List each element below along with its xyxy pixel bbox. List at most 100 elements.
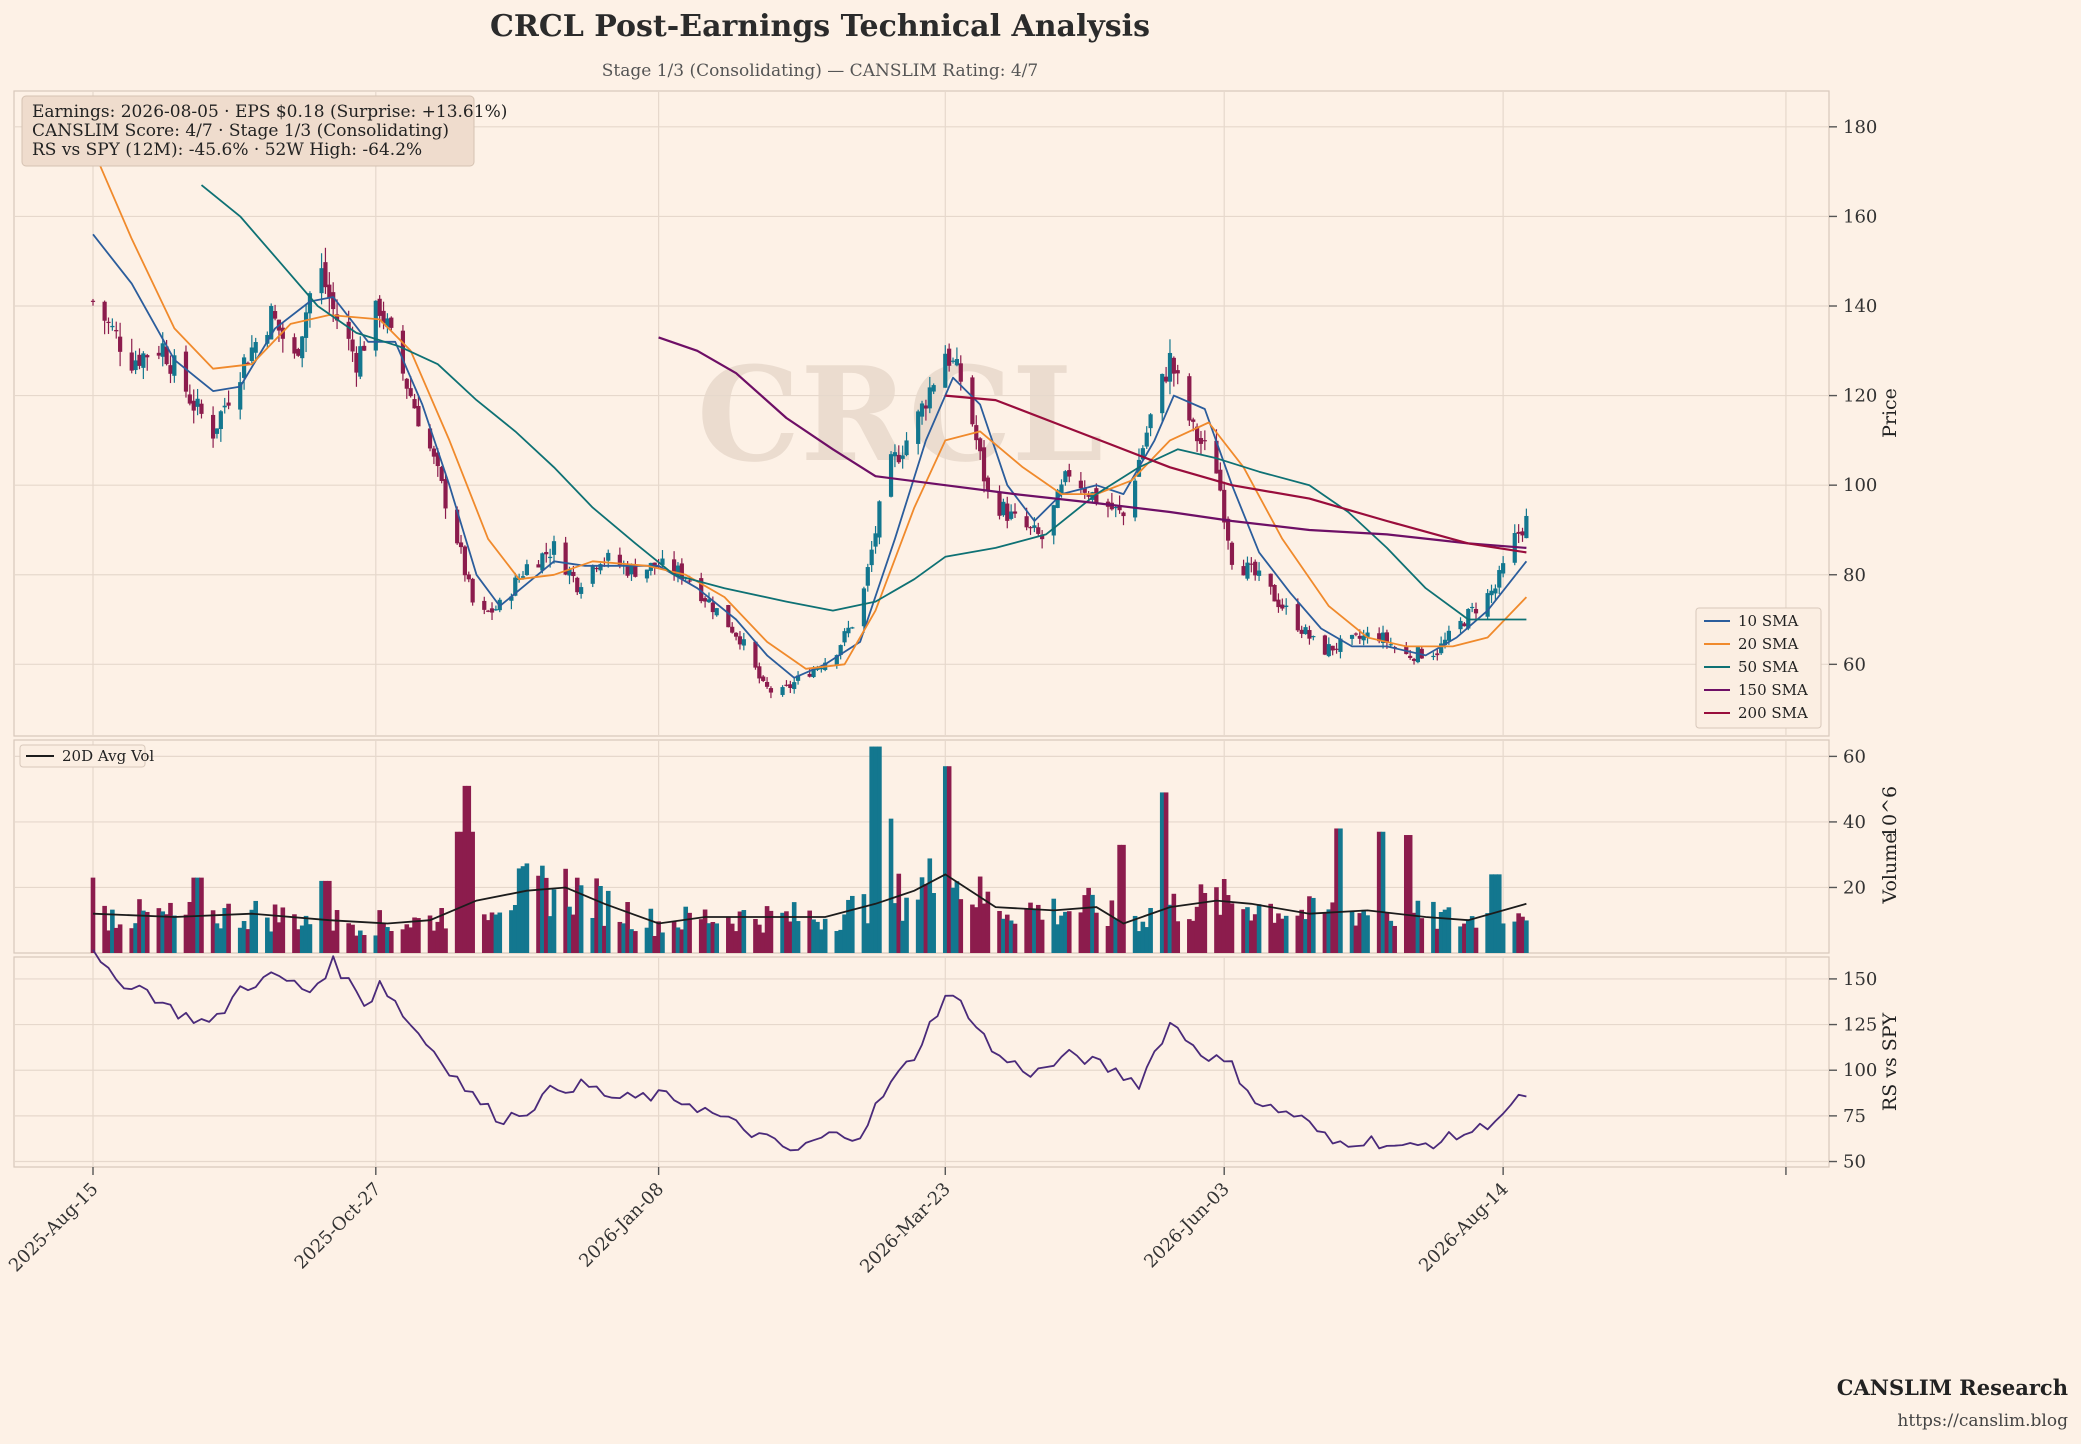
volume-bar	[303, 915, 309, 953]
volume-bar	[1411, 912, 1417, 953]
candle-body	[331, 292, 336, 310]
footer-brand: CANSLIM Research	[1837, 1375, 2068, 1400]
candle-body	[334, 314, 340, 321]
candle-body	[1446, 630, 1451, 641]
volume-bar	[973, 907, 979, 953]
candle-body	[199, 403, 204, 414]
volume-bar	[710, 922, 716, 953]
volume-bar	[1311, 897, 1316, 953]
sma-legend-label: 150 SMA	[1738, 681, 1808, 699]
candle-body	[1365, 632, 1370, 638]
volume-bar	[1500, 923, 1506, 953]
candle-body	[482, 600, 487, 610]
volume-bar	[1121, 844, 1126, 953]
candle-body	[489, 608, 495, 613]
candle-body	[1241, 566, 1246, 576]
candle-body	[145, 355, 150, 358]
sma-legend-label: 50 SMA	[1738, 658, 1798, 676]
volume-bar	[1008, 920, 1014, 953]
volume-bar	[1438, 911, 1444, 953]
candle-body	[493, 609, 498, 611]
candle-body	[1458, 620, 1463, 630]
candle-body	[1163, 376, 1169, 382]
volume-bar	[1109, 900, 1115, 953]
candle-body	[780, 687, 785, 695]
volume-bar	[1194, 906, 1200, 953]
volume-bar	[780, 912, 785, 953]
volume-bar	[551, 889, 557, 953]
candle-body	[513, 577, 518, 596]
candle-body	[319, 268, 324, 294]
candle-body	[1040, 534, 1045, 540]
candle-body	[509, 596, 514, 601]
candle-body	[1140, 448, 1145, 460]
volume-bar	[1132, 915, 1138, 953]
candle-body	[1524, 515, 1529, 539]
volume-bar	[702, 909, 708, 953]
candle-body	[590, 565, 595, 584]
volume-bar	[997, 910, 1002, 953]
volume-bar	[950, 887, 956, 953]
volume-bar	[1241, 909, 1246, 953]
candle-body	[877, 501, 882, 538]
candle-body	[458, 542, 464, 548]
volume-bar	[540, 865, 545, 953]
volume-bar	[1012, 923, 1018, 953]
volume-bar	[590, 917, 596, 953]
candle-body	[815, 667, 820, 670]
volume-bar	[1338, 828, 1343, 953]
sma-line-150-sma	[658, 336, 1527, 549]
volume-bar	[214, 923, 220, 953]
candle-body	[1167, 352, 1173, 382]
volume-bar	[1419, 918, 1425, 953]
volume-bar	[958, 899, 964, 953]
volume-bar	[1225, 895, 1231, 953]
avg-volume-line	[92, 873, 1527, 925]
volume-bar	[245, 929, 251, 953]
volume-bar	[1334, 828, 1339, 953]
candle-body	[784, 684, 789, 686]
candle-body	[1408, 655, 1413, 658]
candle-body	[1497, 570, 1502, 588]
volume-bar	[388, 930, 394, 953]
volume-bar	[354, 935, 359, 953]
candle-body	[1028, 527, 1033, 529]
volume-y-ticks: 20 40 60	[1829, 746, 1866, 898]
candle-body	[842, 631, 847, 643]
volume-bar	[1322, 912, 1328, 953]
candle-body	[191, 400, 196, 411]
volume-bar	[408, 927, 413, 953]
candle-body	[714, 608, 719, 616]
candle-body	[846, 627, 851, 634]
volume-bar	[567, 906, 572, 953]
candle-body	[408, 388, 413, 397]
candle-body	[997, 491, 1002, 516]
candle-body	[1194, 426, 1200, 442]
candle-body	[1431, 655, 1436, 658]
volume-bar	[462, 785, 468, 953]
volume-bar	[431, 930, 437, 953]
volume-bar	[1167, 904, 1173, 953]
volume-bar	[1403, 835, 1409, 953]
volume-bar	[877, 746, 882, 953]
candle-body	[985, 477, 990, 491]
volume-bar	[846, 899, 851, 953]
candle-body	[536, 564, 541, 568]
volume-bar	[129, 928, 135, 953]
volume-bar	[578, 885, 584, 953]
volume-bar	[726, 917, 731, 953]
candle-body	[768, 688, 774, 693]
candle-body	[1245, 562, 1250, 579]
volume-bar	[1078, 912, 1084, 953]
candle-body	[443, 479, 448, 509]
candle-body	[1473, 608, 1479, 614]
candle-body	[214, 428, 220, 434]
candle-body	[1357, 635, 1362, 639]
volume-bar	[1055, 924, 1060, 953]
candle-body	[710, 602, 715, 613]
volume-bar	[869, 746, 874, 953]
candle-body	[687, 580, 692, 582]
candle-body	[733, 632, 739, 637]
volume-bar	[454, 831, 460, 953]
volume-bar	[1148, 907, 1153, 953]
